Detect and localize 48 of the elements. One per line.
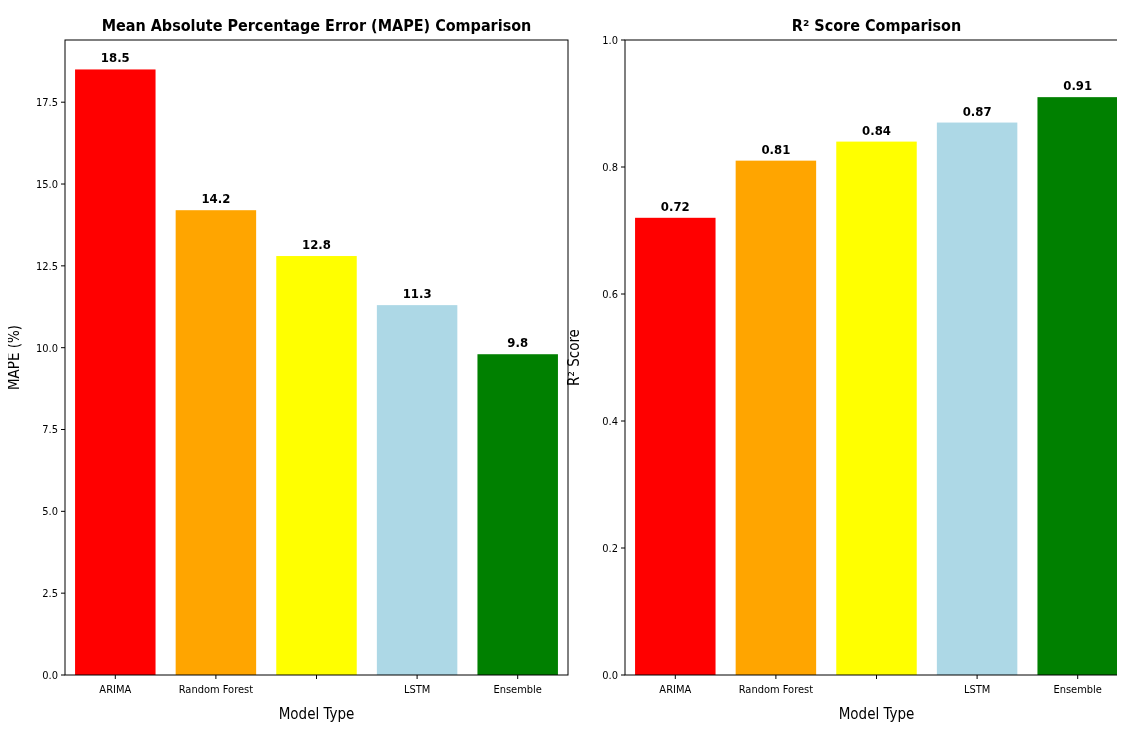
x-tick-label: LSTM <box>963 683 991 696</box>
x-tick-label: Ensemble <box>1053 683 1102 696</box>
x-tick-label: Random Forest <box>738 683 814 696</box>
data-label: 18.5 <box>100 50 130 66</box>
chart-title: R² Score Comparison <box>791 16 962 35</box>
data-label: 0.84 <box>862 122 891 138</box>
y-axis-title: R² Score <box>565 329 583 386</box>
y-tick-label: 1.0 <box>602 33 618 47</box>
y-tick-label: 10.0 <box>35 341 58 355</box>
data-label: 11.3 <box>402 286 432 302</box>
x-tick-label: ARIMA <box>659 683 692 696</box>
y-tick-label: 7.5 <box>42 423 58 437</box>
y-tick-label: 0.6 <box>602 287 618 301</box>
bar <box>1037 97 1117 675</box>
y-tick-label: 2.5 <box>42 587 58 601</box>
x-tick-label: ARIMA <box>99 683 132 696</box>
bar <box>276 256 357 675</box>
bar <box>836 141 917 675</box>
y-tick-label: 12.5 <box>35 259 58 273</box>
bar <box>735 160 817 675</box>
data-label: 14.2 <box>201 191 231 207</box>
bar <box>477 354 558 675</box>
y-axis-title: MAPE (%) <box>5 324 23 391</box>
y-tick-label: 0.0 <box>42 668 58 682</box>
data-label: 0.87 <box>962 103 992 119</box>
data-label: 9.8 <box>507 335 529 351</box>
x-tick-label: Random Forest <box>178 683 254 696</box>
bar <box>175 210 257 675</box>
y-tick-label: 0.2 <box>602 541 618 555</box>
data-label: 0.91 <box>1063 78 1093 94</box>
x-axis-title: Model Type <box>838 705 915 723</box>
y-tick-label: 0.8 <box>602 160 618 174</box>
y-tick-label: 15.0 <box>35 177 58 191</box>
x-tick-label: LSTM <box>403 683 431 696</box>
y-tick-label: 0.0 <box>602 668 618 682</box>
x-axis-title: Model Type <box>278 705 355 723</box>
chart-title: Mean Absolute Percentage Error (MAPE) Comparison <box>101 16 532 35</box>
bar <box>376 305 458 675</box>
x-tick-label: Ensemble <box>493 683 542 696</box>
data-label: 0.81 <box>761 141 791 157</box>
data-label: 12.8 <box>302 237 331 253</box>
data-label: 0.72 <box>660 198 690 214</box>
bar <box>635 217 716 675</box>
y-tick-label: 5.0 <box>42 505 58 519</box>
y-tick-label: 17.5 <box>35 96 58 110</box>
bar <box>936 122 1018 675</box>
bar <box>75 69 156 675</box>
y-tick-label: 0.4 <box>602 414 618 428</box>
